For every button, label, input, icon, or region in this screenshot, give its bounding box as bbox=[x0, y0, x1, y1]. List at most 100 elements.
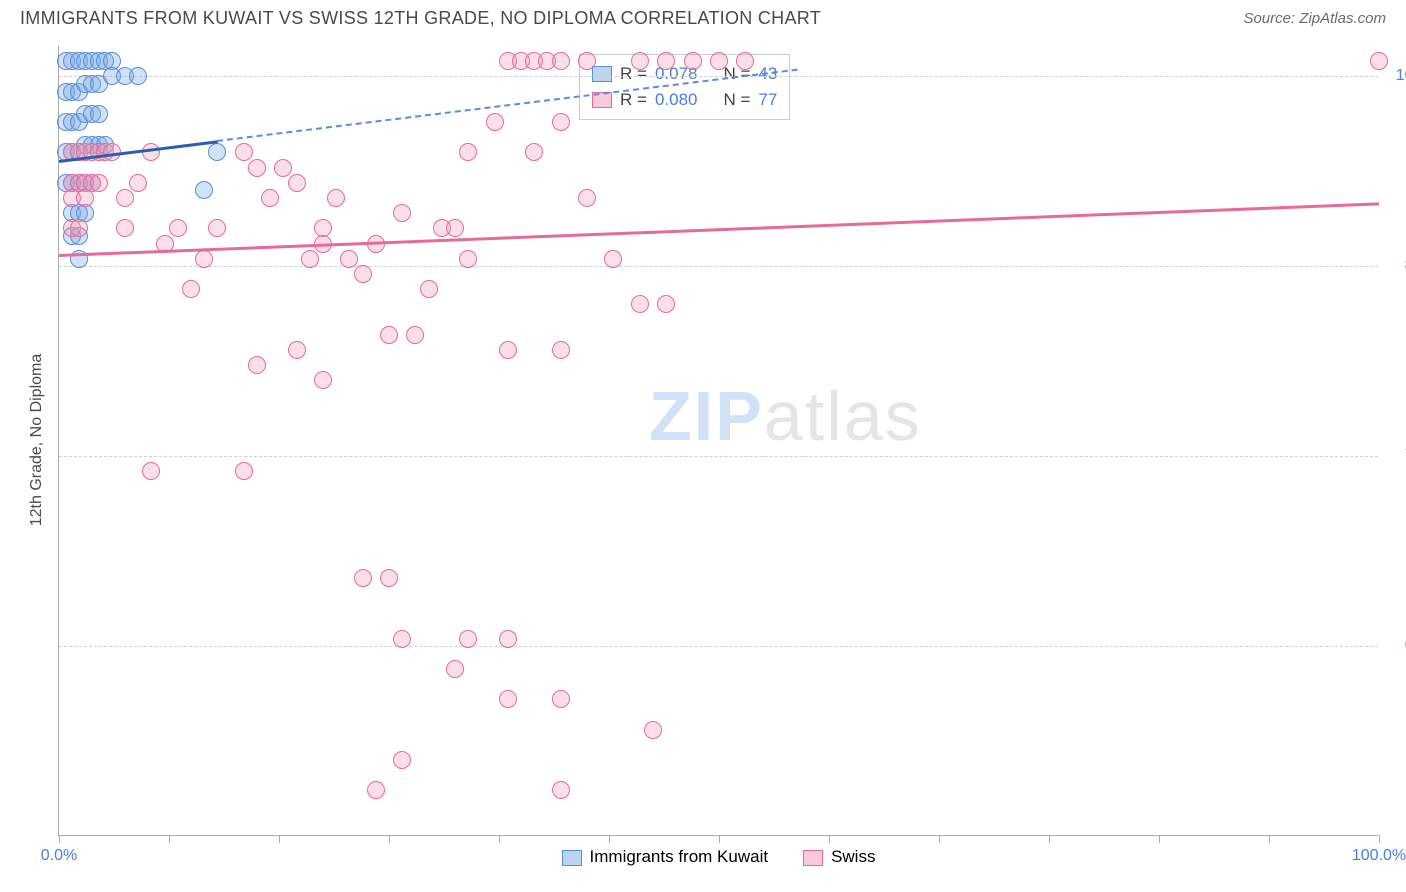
chart-title: IMMIGRANTS FROM KUWAIT VS SWISS 12TH GRA… bbox=[20, 8, 821, 29]
data-point bbox=[129, 174, 147, 192]
data-point bbox=[486, 113, 504, 131]
x-tick-label: 100.0% bbox=[1352, 847, 1406, 865]
data-point bbox=[552, 113, 570, 131]
data-point bbox=[129, 67, 147, 85]
data-point bbox=[393, 204, 411, 222]
data-point bbox=[340, 250, 358, 268]
chart-source: Source: ZipAtlas.com bbox=[1243, 10, 1386, 27]
data-point bbox=[459, 630, 477, 648]
legend-swatch bbox=[803, 850, 823, 866]
data-point bbox=[70, 219, 88, 237]
data-point bbox=[248, 159, 266, 177]
data-point bbox=[90, 105, 108, 123]
x-tick bbox=[1159, 835, 1160, 843]
x-tick bbox=[1049, 835, 1050, 843]
data-point bbox=[274, 159, 292, 177]
data-point bbox=[578, 52, 596, 70]
data-point bbox=[736, 52, 754, 70]
x-tick bbox=[719, 835, 720, 843]
x-tick bbox=[279, 835, 280, 843]
data-point bbox=[446, 660, 464, 678]
y-tick-label: 100.0% bbox=[1385, 67, 1406, 85]
data-point bbox=[657, 52, 675, 70]
y-tick-label: 62.5% bbox=[1385, 637, 1406, 655]
x-tick bbox=[1269, 835, 1270, 843]
y-axis-label: 12th Grade, No Diploma bbox=[28, 354, 46, 527]
legend-swatch bbox=[562, 850, 582, 866]
trend-line bbox=[59, 202, 1379, 256]
series-legend: Immigrants from Kuwait Swiss bbox=[562, 847, 876, 867]
data-point bbox=[499, 630, 517, 648]
data-point bbox=[354, 569, 372, 587]
data-point bbox=[235, 143, 253, 161]
data-point bbox=[525, 143, 543, 161]
data-point bbox=[380, 569, 398, 587]
legend-label: Immigrants from Kuwait bbox=[590, 847, 769, 866]
data-point bbox=[657, 295, 675, 313]
legend-n-label: N = bbox=[723, 87, 750, 113]
data-point bbox=[552, 781, 570, 799]
data-point bbox=[288, 341, 306, 359]
x-tick bbox=[169, 835, 170, 843]
y-tick-label: 75.0% bbox=[1385, 447, 1406, 465]
data-point bbox=[459, 143, 477, 161]
data-point bbox=[578, 189, 596, 207]
data-point bbox=[142, 143, 160, 161]
data-point bbox=[354, 265, 372, 283]
data-point bbox=[552, 341, 570, 359]
data-point bbox=[420, 280, 438, 298]
gridline bbox=[59, 456, 1378, 457]
data-point bbox=[631, 295, 649, 313]
data-point bbox=[459, 250, 477, 268]
data-point bbox=[261, 189, 279, 207]
data-point bbox=[446, 219, 464, 237]
data-point bbox=[380, 326, 398, 344]
x-tick bbox=[829, 835, 830, 843]
data-point bbox=[710, 52, 728, 70]
x-tick bbox=[609, 835, 610, 843]
legend-r-value: 0.080 bbox=[655, 87, 698, 113]
data-point bbox=[552, 52, 570, 70]
legend-swatch bbox=[592, 66, 612, 82]
data-point bbox=[393, 630, 411, 648]
x-tick bbox=[939, 835, 940, 843]
legend-item: Immigrants from Kuwait bbox=[562, 847, 769, 867]
gridline bbox=[59, 266, 1378, 267]
data-point bbox=[208, 143, 226, 161]
data-point bbox=[142, 462, 160, 480]
data-point bbox=[684, 52, 702, 70]
data-point bbox=[248, 356, 266, 374]
data-point bbox=[631, 52, 649, 70]
data-point bbox=[235, 462, 253, 480]
scatter-chart: ZIPatlas R =0.078N =43R =0.080N =77 Immi… bbox=[58, 46, 1378, 836]
data-point bbox=[76, 189, 94, 207]
data-point bbox=[301, 250, 319, 268]
gridline bbox=[59, 646, 1378, 647]
data-point bbox=[406, 326, 424, 344]
data-point bbox=[393, 751, 411, 769]
data-point bbox=[208, 219, 226, 237]
data-point bbox=[367, 781, 385, 799]
data-point bbox=[169, 219, 187, 237]
x-tick bbox=[499, 835, 500, 843]
data-point bbox=[644, 721, 662, 739]
y-tick-label: 87.5% bbox=[1385, 257, 1406, 275]
data-point bbox=[604, 250, 622, 268]
data-point bbox=[552, 690, 570, 708]
legend-label: Swiss bbox=[831, 847, 875, 866]
x-tick-label: 0.0% bbox=[41, 847, 77, 865]
data-point bbox=[90, 174, 108, 192]
data-point bbox=[499, 690, 517, 708]
data-point bbox=[116, 219, 134, 237]
data-point bbox=[327, 189, 345, 207]
legend-n-value: 77 bbox=[758, 87, 777, 113]
data-point bbox=[1370, 52, 1388, 70]
data-point bbox=[195, 181, 213, 199]
data-point bbox=[499, 341, 517, 359]
x-tick bbox=[389, 835, 390, 843]
data-point bbox=[182, 280, 200, 298]
data-point bbox=[195, 250, 213, 268]
legend-item: Swiss bbox=[803, 847, 875, 867]
watermark-part1: ZIP bbox=[649, 377, 764, 455]
data-point bbox=[288, 174, 306, 192]
